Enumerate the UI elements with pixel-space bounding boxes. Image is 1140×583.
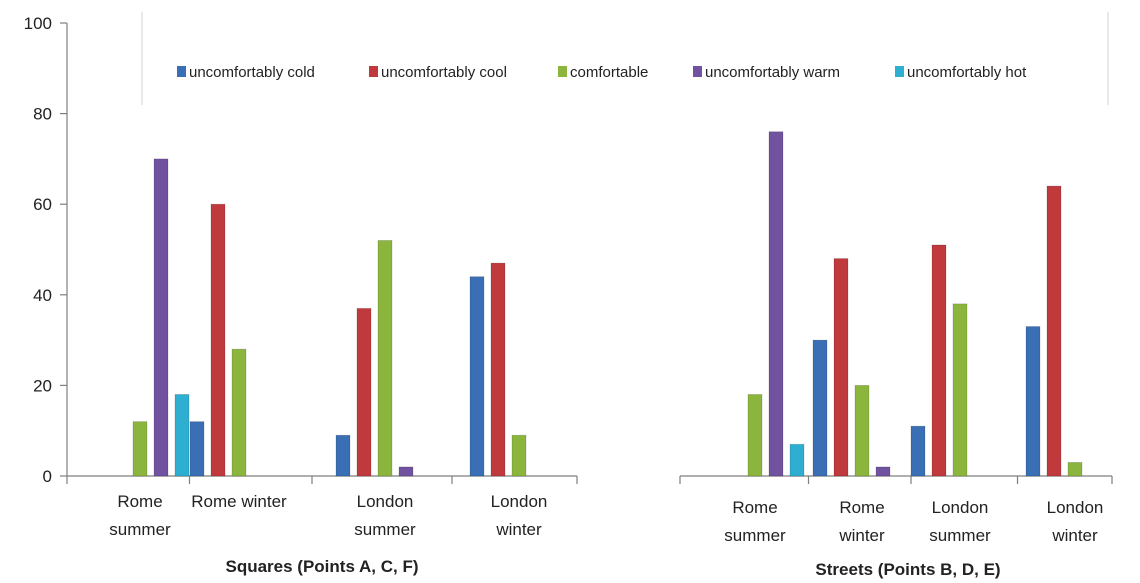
chart-frame bbox=[141, 12, 1109, 105]
category-label: Rome bbox=[839, 498, 884, 517]
category-label: summer bbox=[724, 526, 786, 545]
category-label: summer bbox=[929, 526, 991, 545]
bar-uncomfortably-cool bbox=[356, 307, 372, 477]
legend-swatch bbox=[369, 66, 378, 77]
category-label: winter bbox=[1051, 526, 1098, 545]
panel-title: Streets (Points B, D, E) bbox=[815, 560, 1000, 579]
legend-label: uncomfortably warm bbox=[705, 64, 840, 81]
category-label: summer bbox=[354, 520, 416, 539]
bars bbox=[132, 131, 1083, 477]
bar-uncomfortably-warm bbox=[768, 131, 784, 477]
bar-uncomfortably-cool bbox=[931, 244, 947, 477]
bar-uncomfortably-hot bbox=[174, 394, 190, 477]
bar-uncomfortably-hot bbox=[789, 443, 805, 477]
y-tick-label: 0 bbox=[43, 467, 52, 486]
bar-comfortable bbox=[1067, 462, 1083, 477]
bar-uncomfortably-warm bbox=[875, 466, 891, 477]
bar-comfortable bbox=[952, 303, 968, 477]
bar-uncomfortably-warm bbox=[398, 466, 414, 477]
category-label: London bbox=[932, 498, 989, 517]
bar-comfortable bbox=[132, 421, 148, 477]
bar-comfortable bbox=[854, 384, 870, 477]
labels: 0 20 40 60 80 100 Rome summer Rome winter London s… bbox=[24, 14, 1104, 579]
legend-swatch bbox=[177, 66, 186, 77]
y-tick-label: 20 bbox=[33, 376, 52, 395]
bar-comfortable bbox=[747, 394, 763, 477]
bar-uncomfortably-cold bbox=[469, 276, 485, 477]
bar-uncomfortably-cold bbox=[189, 421, 205, 477]
bar-comfortable bbox=[231, 348, 247, 477]
bar-uncomfortably-cool bbox=[490, 262, 506, 477]
y-tick-label: 60 bbox=[33, 195, 52, 214]
bar-uncomfortably-cool bbox=[1046, 185, 1062, 477]
legend-label: uncomfortably cold bbox=[189, 64, 315, 81]
legend-label: uncomfortably cool bbox=[381, 64, 507, 81]
bar-uncomfortably-cool bbox=[833, 258, 849, 477]
category-label: Rome winter bbox=[191, 492, 287, 511]
category-label: Rome bbox=[732, 498, 777, 517]
legend-label: uncomfortably hot bbox=[907, 64, 1027, 81]
bar-uncomfortably-cold bbox=[335, 434, 351, 477]
legend-swatch bbox=[693, 66, 702, 77]
category-label: Rome bbox=[117, 492, 162, 511]
bar-uncomfortably-warm bbox=[153, 158, 169, 477]
bar-comfortable bbox=[377, 240, 393, 477]
category-label: winter bbox=[495, 520, 542, 539]
category-label: summer bbox=[109, 520, 171, 539]
legend: uncomfortably cold uncomfortably cool comf… bbox=[177, 64, 1027, 81]
bar-uncomfortably-cold bbox=[812, 339, 828, 477]
legend-label: comfortable bbox=[570, 64, 648, 81]
legend-swatch bbox=[895, 66, 904, 77]
bar-uncomfortably-cold bbox=[1025, 326, 1041, 477]
panel-title: Squares (Points A, C, F) bbox=[225, 557, 418, 576]
bar-uncomfortably-cool bbox=[210, 203, 226, 477]
y-tick-label: 100 bbox=[24, 14, 52, 33]
category-label: winter bbox=[838, 526, 885, 545]
category-label: London bbox=[357, 492, 414, 511]
bar-uncomfortably-cold bbox=[910, 425, 926, 477]
category-label: London bbox=[491, 492, 548, 511]
legend-swatch bbox=[558, 66, 567, 77]
y-tick-label: 80 bbox=[33, 105, 52, 124]
category-label: London bbox=[1047, 498, 1104, 517]
y-tick-label: 40 bbox=[33, 286, 52, 305]
bar-comfortable bbox=[511, 434, 527, 477]
